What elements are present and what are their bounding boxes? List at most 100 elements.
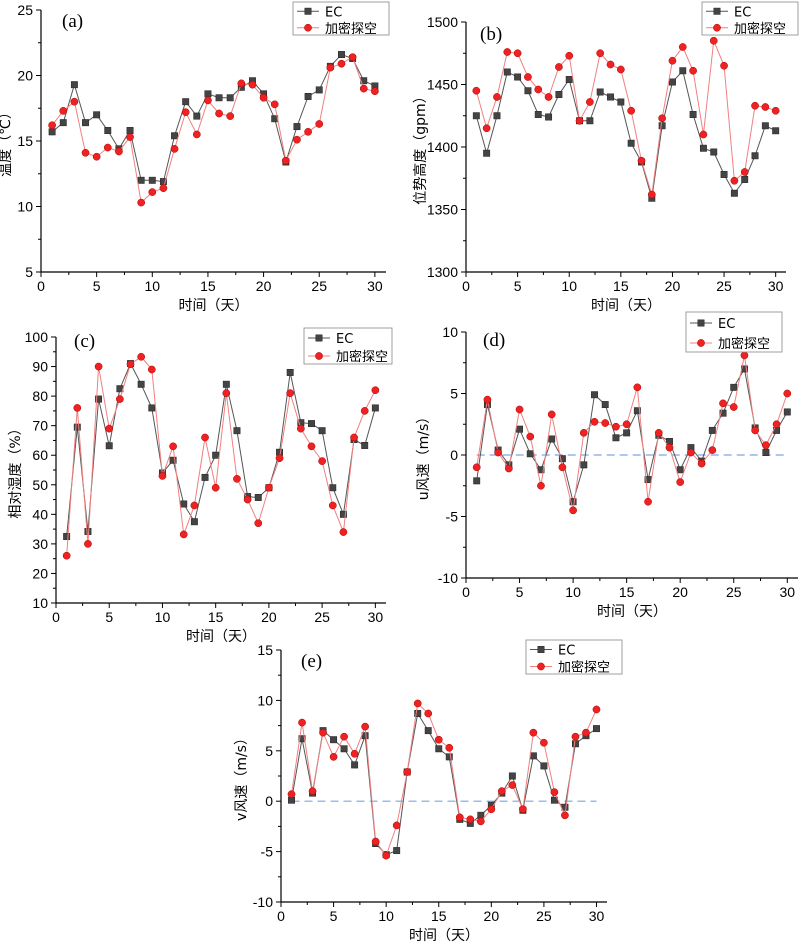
data-point-dr <box>697 459 706 468</box>
data-point-dr <box>524 73 532 81</box>
data-point-dr <box>179 530 188 539</box>
data-point-dr <box>81 148 90 157</box>
legend-label-ec: EC <box>325 5 342 20</box>
data-point-dr <box>472 86 481 95</box>
data-point-ec <box>361 442 369 449</box>
data-point-dr <box>371 87 379 96</box>
data-point-dr <box>515 405 524 414</box>
data-point-dr <box>540 738 548 747</box>
x-tick-label: 0 <box>462 278 470 294</box>
data-point-ec <box>190 518 198 526</box>
legend-label-dr: 加密探空 <box>336 349 388 365</box>
data-point-dr <box>534 85 543 94</box>
data-point-ec <box>669 78 676 86</box>
data-point-ec <box>59 119 67 127</box>
data-point-ec <box>473 477 481 485</box>
data-point-dr <box>740 168 749 176</box>
data-point-dr <box>226 112 235 120</box>
data-point-ec <box>393 847 401 855</box>
x-tick-label: 0 <box>462 584 470 600</box>
data-point-dr <box>137 198 146 207</box>
data-point-ec <box>201 473 209 481</box>
data-point-ec <box>73 423 81 431</box>
panel-label: (c) <box>74 331 95 352</box>
data-point-dr <box>248 80 257 89</box>
data-point-dr <box>508 781 517 789</box>
legend-marker-ec <box>697 319 705 327</box>
legend-label-dr: 加密探空 <box>558 660 610 676</box>
data-point-ec <box>126 127 134 134</box>
data-point-dr <box>596 49 605 58</box>
data-point-dr <box>487 805 496 814</box>
x-tick-label: 30 <box>368 609 384 625</box>
y-tick-label: 10 <box>17 199 33 215</box>
data-point-dr <box>708 446 717 454</box>
x-tick-label: 10 <box>565 584 581 600</box>
data-point-dr <box>115 147 123 156</box>
y-tick-label: 40 <box>32 506 48 522</box>
data-point-dr <box>751 101 759 110</box>
y-axis-title: 相对湿度（%） <box>8 421 24 518</box>
x-tick-label: 30 <box>367 278 383 294</box>
data-point-dr <box>561 811 569 820</box>
x-tick-label: 15 <box>613 278 629 294</box>
legend-box <box>303 327 393 365</box>
data-point-dr <box>254 519 263 528</box>
legend-marker-dr <box>537 662 545 671</box>
data-point-dr <box>275 454 284 463</box>
data-point-dr <box>699 130 708 139</box>
data-point-dr <box>270 100 279 109</box>
x-tick-label: 5 <box>514 278 522 294</box>
data-point-ec <box>340 745 348 753</box>
data-point-dr <box>590 417 599 426</box>
data-point-ec <box>339 510 347 518</box>
data-point-dr <box>772 420 781 429</box>
data-point-dr <box>482 124 491 133</box>
data-point-dr <box>550 788 559 796</box>
data-point-dr <box>158 472 167 480</box>
y-tick-label: 0 <box>265 793 273 809</box>
x-tick-label: 20 <box>484 908 500 924</box>
data-point-dr <box>637 156 646 165</box>
data-point-dr <box>340 732 348 741</box>
data-point-dr <box>622 420 631 429</box>
data-point-dr <box>751 426 760 435</box>
data-point-ec <box>148 176 156 184</box>
data-point-dr <box>94 362 103 371</box>
data-point-dr <box>665 443 674 452</box>
series-line-dr <box>475 40 776 195</box>
y-axis-title: v风速（m/s） <box>234 731 250 821</box>
series-line-ec <box>66 362 376 537</box>
x-axis-title: 时间（天） <box>409 928 479 944</box>
y-tick-label: 60 <box>32 447 48 463</box>
data-point-dr <box>678 43 687 51</box>
data-point-dr <box>287 790 296 798</box>
data-point-ec <box>633 407 641 415</box>
data-point-dr <box>70 97 79 106</box>
data-point-dr <box>606 60 615 69</box>
y-tick-label: 1350 <box>427 202 458 218</box>
legend-marker-dr <box>315 352 323 360</box>
data-point-ec <box>435 745 443 753</box>
x-tick-label: 10 <box>155 609 171 625</box>
data-point-ec <box>254 494 262 501</box>
data-point-dr <box>771 106 780 115</box>
data-point-dr <box>307 442 316 451</box>
data-point-ec <box>315 86 323 94</box>
data-point-ec <box>351 761 359 769</box>
data-point-ec <box>596 88 604 96</box>
data-point-ec <box>193 112 201 120</box>
data-point-dr <box>526 432 535 441</box>
data-point-ec <box>751 152 759 160</box>
legend-marker-ec <box>537 646 545 653</box>
data-point-dr <box>259 93 268 102</box>
data-point-ec <box>503 68 511 76</box>
data-point-dr <box>348 53 357 62</box>
data-point-ec <box>222 380 230 388</box>
data-point-dr <box>413 699 422 708</box>
data-point-ec <box>516 425 523 433</box>
data-point-ec <box>534 111 542 118</box>
